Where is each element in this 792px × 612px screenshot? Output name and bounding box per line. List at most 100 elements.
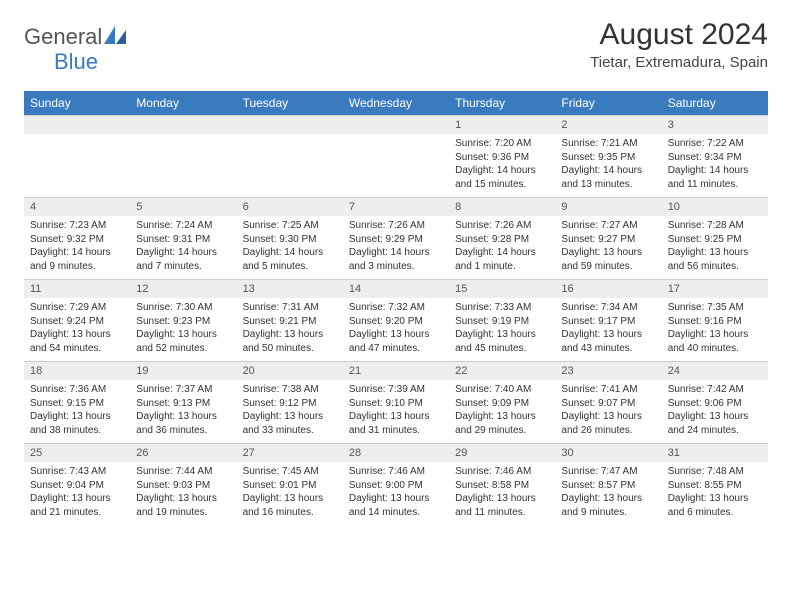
day-content-cell: Sunrise: 7:42 AMSunset: 9:06 PMDaylight:…: [662, 380, 768, 444]
sunset-text: Sunset: 9:31 PM: [136, 233, 230, 247]
sunrise-text: Sunrise: 7:46 AM: [349, 465, 443, 479]
day-number-cell: 20: [237, 362, 343, 381]
sunset-text: Sunset: 9:04 PM: [30, 479, 124, 493]
day-number-cell: 25: [24, 444, 130, 463]
sunset-text: Sunset: 9:01 PM: [243, 479, 337, 493]
sunset-text: Sunset: 9:21 PM: [243, 315, 337, 329]
sunset-text: Sunset: 9:07 PM: [561, 397, 655, 411]
day-number-cell: 2: [555, 116, 661, 135]
sunrise-text: Sunrise: 7:20 AM: [455, 137, 549, 151]
sunrise-text: Sunrise: 7:30 AM: [136, 301, 230, 315]
sunrise-text: Sunrise: 7:46 AM: [455, 465, 549, 479]
sunrise-text: Sunrise: 7:31 AM: [243, 301, 337, 315]
day-content-cell: Sunrise: 7:40 AMSunset: 9:09 PMDaylight:…: [449, 380, 555, 444]
daylight-text: Daylight: 13 hours and 38 minutes.: [30, 410, 124, 437]
day-number-cell: 27: [237, 444, 343, 463]
day-content-cell: Sunrise: 7:26 AMSunset: 9:28 PMDaylight:…: [449, 216, 555, 280]
daylight-text: Daylight: 13 hours and 31 minutes.: [349, 410, 443, 437]
sunset-text: Sunset: 9:00 PM: [349, 479, 443, 493]
daylight-text: Daylight: 14 hours and 7 minutes.: [136, 246, 230, 273]
day-number-cell: 23: [555, 362, 661, 381]
sunrise-text: Sunrise: 7:25 AM: [243, 219, 337, 233]
day-content-cell: Sunrise: 7:35 AMSunset: 9:16 PMDaylight:…: [662, 298, 768, 362]
daylight-text: Daylight: 14 hours and 5 minutes.: [243, 246, 337, 273]
day-number-cell: 6: [237, 198, 343, 217]
logo: General: [24, 24, 126, 50]
day-content-cell: Sunrise: 7:30 AMSunset: 9:23 PMDaylight:…: [130, 298, 236, 362]
daylight-text: Daylight: 14 hours and 3 minutes.: [349, 246, 443, 273]
daylight-text: Daylight: 13 hours and 36 minutes.: [136, 410, 230, 437]
daylight-text: Daylight: 13 hours and 6 minutes.: [668, 492, 762, 519]
day-content-cell: Sunrise: 7:37 AMSunset: 9:13 PMDaylight:…: [130, 380, 236, 444]
day-content-cell: Sunrise: 7:46 AMSunset: 9:00 PMDaylight:…: [343, 462, 449, 525]
col-sunday: Sunday: [24, 91, 130, 116]
sunset-text: Sunset: 9:06 PM: [668, 397, 762, 411]
sunrise-text: Sunrise: 7:43 AM: [30, 465, 124, 479]
daylight-text: Daylight: 13 hours and 14 minutes.: [349, 492, 443, 519]
day-number-cell: 8: [449, 198, 555, 217]
day-content-cell: Sunrise: 7:24 AMSunset: 9:31 PMDaylight:…: [130, 216, 236, 280]
sunrise-text: Sunrise: 7:29 AM: [30, 301, 124, 315]
day-content-cell: [24, 134, 130, 198]
sunrise-text: Sunrise: 7:36 AM: [30, 383, 124, 397]
calendar-table: Sunday Monday Tuesday Wednesday Thursday…: [24, 91, 768, 525]
day-content-cell: Sunrise: 7:38 AMSunset: 9:12 PMDaylight:…: [237, 380, 343, 444]
sunrise-text: Sunrise: 7:23 AM: [30, 219, 124, 233]
col-thursday: Thursday: [449, 91, 555, 116]
day-number-cell: 16: [555, 280, 661, 299]
sunrise-text: Sunrise: 7:35 AM: [668, 301, 762, 315]
sunset-text: Sunset: 9:32 PM: [30, 233, 124, 247]
daylight-text: Daylight: 13 hours and 56 minutes.: [668, 246, 762, 273]
day-content-cell: Sunrise: 7:28 AMSunset: 9:25 PMDaylight:…: [662, 216, 768, 280]
day-number-cell: 10: [662, 198, 768, 217]
sunrise-text: Sunrise: 7:39 AM: [349, 383, 443, 397]
day-content-row: Sunrise: 7:20 AMSunset: 9:36 PMDaylight:…: [24, 134, 768, 198]
day-content-cell: Sunrise: 7:27 AMSunset: 9:27 PMDaylight:…: [555, 216, 661, 280]
sunset-text: Sunset: 9:03 PM: [136, 479, 230, 493]
sunrise-text: Sunrise: 7:45 AM: [243, 465, 337, 479]
sunset-text: Sunset: 9:20 PM: [349, 315, 443, 329]
sunset-text: Sunset: 9:27 PM: [561, 233, 655, 247]
day-number-cell: 9: [555, 198, 661, 217]
day-number-row: 11121314151617: [24, 280, 768, 299]
day-content-cell: Sunrise: 7:41 AMSunset: 9:07 PMDaylight:…: [555, 380, 661, 444]
daylight-text: Daylight: 13 hours and 33 minutes.: [243, 410, 337, 437]
sunset-text: Sunset: 9:28 PM: [455, 233, 549, 247]
sunset-text: Sunset: 9:29 PM: [349, 233, 443, 247]
col-saturday: Saturday: [662, 91, 768, 116]
day-content-cell: Sunrise: 7:33 AMSunset: 9:19 PMDaylight:…: [449, 298, 555, 362]
day-number-cell: 22: [449, 362, 555, 381]
day-number-cell: 30: [555, 444, 661, 463]
daylight-text: Daylight: 13 hours and 45 minutes.: [455, 328, 549, 355]
sunset-text: Sunset: 9:23 PM: [136, 315, 230, 329]
daylight-text: Daylight: 13 hours and 21 minutes.: [30, 492, 124, 519]
sunset-text: Sunset: 9:36 PM: [455, 151, 549, 165]
day-content-cell: Sunrise: 7:32 AMSunset: 9:20 PMDaylight:…: [343, 298, 449, 362]
logo-word-1: General: [24, 24, 102, 50]
sunrise-text: Sunrise: 7:27 AM: [561, 219, 655, 233]
col-friday: Friday: [555, 91, 661, 116]
daylight-text: Daylight: 13 hours and 9 minutes.: [561, 492, 655, 519]
day-content-cell: Sunrise: 7:26 AMSunset: 9:29 PMDaylight:…: [343, 216, 449, 280]
col-monday: Monday: [130, 91, 236, 116]
logo-word-2: Blue: [54, 49, 98, 74]
sunset-text: Sunset: 9:35 PM: [561, 151, 655, 165]
sunrise-text: Sunrise: 7:21 AM: [561, 137, 655, 151]
day-content-cell: Sunrise: 7:29 AMSunset: 9:24 PMDaylight:…: [24, 298, 130, 362]
daylight-text: Daylight: 13 hours and 52 minutes.: [136, 328, 230, 355]
day-number-cell: 17: [662, 280, 768, 299]
sunset-text: Sunset: 9:09 PM: [455, 397, 549, 411]
daylight-text: Daylight: 13 hours and 59 minutes.: [561, 246, 655, 273]
day-content-cell: Sunrise: 7:31 AMSunset: 9:21 PMDaylight:…: [237, 298, 343, 362]
day-content-cell: [343, 134, 449, 198]
daylight-text: Daylight: 13 hours and 19 minutes.: [136, 492, 230, 519]
day-number-cell: 26: [130, 444, 236, 463]
sunrise-text: Sunrise: 7:41 AM: [561, 383, 655, 397]
day-number-cell: 14: [343, 280, 449, 299]
daylight-text: Daylight: 13 hours and 40 minutes.: [668, 328, 762, 355]
day-content-cell: Sunrise: 7:36 AMSunset: 9:15 PMDaylight:…: [24, 380, 130, 444]
day-number-cell: 19: [130, 362, 236, 381]
day-content-cell: Sunrise: 7:34 AMSunset: 9:17 PMDaylight:…: [555, 298, 661, 362]
day-content-cell: Sunrise: 7:46 AMSunset: 8:58 PMDaylight:…: [449, 462, 555, 525]
day-number-cell: 1: [449, 116, 555, 135]
